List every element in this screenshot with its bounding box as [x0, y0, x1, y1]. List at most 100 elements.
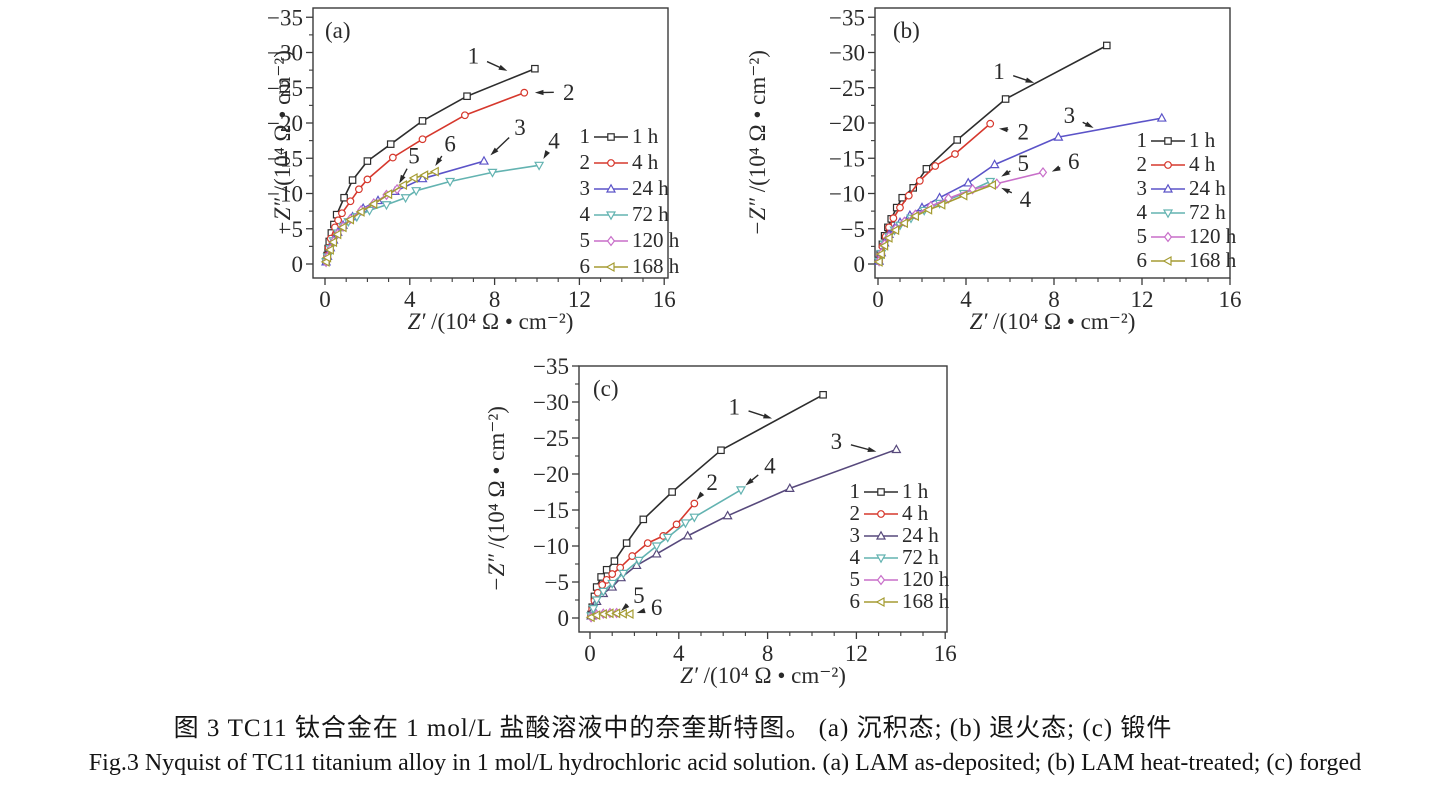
svg-text:2: 2	[580, 150, 591, 174]
series-72h	[586, 486, 746, 622]
svg-text:168 h: 168 h	[902, 589, 950, 613]
svg-text:4: 4	[673, 641, 685, 666]
svg-text:16: 16	[934, 641, 957, 666]
x-axis: 0 4 8 12 16 Z′ /(10⁴ Ω • cm⁻²)	[872, 278, 1242, 334]
nyquist-chart-c: 0 4 8 12 16Z′ /(10⁴ Ω • cm⁻²)0−5−10−15−20−25…	[484, 356, 957, 688]
svg-text:120 h: 120 h	[632, 228, 680, 252]
svg-text:24 h: 24 h	[902, 523, 939, 547]
svg-text:3: 3	[1064, 103, 1076, 128]
svg-text:2: 2	[1137, 152, 1148, 176]
svg-text:6: 6	[850, 589, 861, 613]
svg-text:3: 3	[850, 523, 861, 547]
svg-text:72 h: 72 h	[632, 202, 669, 226]
nyquist-plot-c: 0 4 8 12 16 Z′ /(10⁴ Ω • cm⁻²) 0 −5 −10 −15 −20 −25…	[480, 356, 1000, 696]
svg-text:4 h: 4 h	[1189, 152, 1216, 176]
svg-text:24 h: 24 h	[632, 176, 669, 200]
svg-text:5: 5	[580, 228, 591, 252]
svg-text:0: 0	[854, 252, 866, 277]
svg-text:Z′ /(10⁴ Ω • cm⁻²): Z′ /(10⁴ Ω • cm⁻²)	[970, 309, 1136, 334]
panel-label-b: (b)	[893, 18, 920, 43]
svg-text:−30: −30	[267, 41, 303, 66]
svg-text:1: 1	[993, 59, 1005, 84]
svg-text:4: 4	[1020, 187, 1032, 212]
svg-text:3: 3	[1137, 176, 1148, 200]
svg-text:1: 1	[729, 394, 741, 419]
svg-text:12: 12	[1131, 287, 1154, 312]
svg-text:5: 5	[633, 583, 645, 608]
y-axis: 0 −5 −10 −15 −20 −25 −30 −35 −Z″ /(10⁴ Ω • cm⁻²)	[484, 356, 579, 631]
svg-text:4: 4	[1137, 200, 1148, 224]
svg-text:12: 12	[845, 641, 868, 666]
svg-text:0: 0	[558, 606, 570, 631]
caption-english: Fig.3 Nyquist of TC11 titanium alloy in …	[88, 750, 1362, 776]
svg-text:1: 1	[1137, 128, 1148, 152]
svg-text:4: 4	[404, 287, 416, 312]
svg-text:72 h: 72 h	[1189, 200, 1226, 224]
svg-text:4: 4	[548, 129, 560, 154]
svg-text:5: 5	[850, 567, 861, 591]
svg-text:−10: −10	[829, 182, 865, 207]
svg-text:−10: −10	[267, 182, 303, 207]
svg-text:6: 6	[444, 131, 456, 156]
svg-text:−15: −15	[533, 498, 569, 523]
nyquist-plot-a: 0 4 8 12 16 Z′ /(10⁴ Ω • cm⁻²) 0 −5 −10 −15 −20 −25…	[230, 0, 700, 345]
svg-text:6: 6	[651, 595, 663, 620]
svg-text:3: 3	[831, 429, 843, 454]
svg-text:4 h: 4 h	[902, 501, 929, 525]
svg-text:−10: −10	[533, 534, 569, 559]
svg-text:−20: −20	[267, 111, 303, 136]
x-axis: 0 4 8 12 16 Z′ /(10⁴ Ω • cm⁻²)	[584, 632, 957, 688]
svg-text:5: 5	[1017, 151, 1028, 176]
svg-text:Z′ /(10⁴ Ω • cm⁻²): Z′ /(10⁴ Ω • cm⁻²)	[408, 309, 574, 334]
svg-text:0: 0	[292, 252, 304, 277]
svg-text:12: 12	[568, 287, 591, 312]
svg-text:16: 16	[653, 287, 676, 312]
svg-text:8: 8	[762, 641, 774, 666]
panel-label-c: (c)	[593, 376, 619, 401]
svg-text:−20: −20	[533, 462, 569, 487]
panel-label-a: (a)	[325, 18, 351, 43]
svg-text:2: 2	[850, 501, 861, 525]
svg-text:168 h: 168 h	[632, 254, 680, 278]
svg-text:8: 8	[1048, 287, 1060, 312]
plot-frame	[874, 7, 1231, 279]
svg-text:1 h: 1 h	[632, 124, 659, 148]
svg-text:2: 2	[563, 80, 575, 105]
svg-text:1 h: 1 h	[902, 479, 929, 503]
series-168h	[585, 608, 634, 623]
series-1h	[322, 64, 539, 265]
svg-text:−35: −35	[829, 5, 865, 30]
nyquist-chart-a: 0 4 8 12 16Z′ /(10⁴ Ω • cm⁻²)0−5−10−15−20−25…	[267, 5, 680, 334]
svg-text:−30: −30	[829, 41, 865, 66]
series-120h	[874, 166, 1048, 267]
svg-text:4: 4	[764, 453, 776, 478]
svg-text:24 h: 24 h	[1189, 176, 1226, 200]
svg-text:4 h: 4 h	[632, 150, 659, 174]
svg-text:1: 1	[468, 43, 480, 68]
svg-text:−Z″ /(10⁴ Ω • cm⁻²): −Z″ /(10⁴ Ω • cm⁻²)	[484, 406, 509, 592]
svg-text:−5: −5	[841, 217, 865, 242]
plot-frame	[312, 7, 669, 279]
y-axis: 0 −5 −10 −15 −20 −25 −30 −35 −Z″ /(10⁴ Ω • cm⁻²)	[745, 5, 875, 277]
svg-text:0: 0	[319, 287, 331, 312]
svg-text:−25: −25	[267, 76, 303, 101]
svg-text:8: 8	[489, 287, 501, 312]
svg-text:5: 5	[408, 143, 420, 168]
svg-text:−30: −30	[533, 390, 569, 415]
svg-text:6: 6	[1137, 248, 1148, 272]
svg-text:6: 6	[580, 254, 591, 278]
svg-text:1: 1	[580, 124, 591, 148]
plot-frame	[578, 365, 948, 633]
series-168h	[873, 180, 996, 267]
svg-text:−25: −25	[533, 426, 569, 451]
y-axis: 0 −5 −10 −15 −20 −25 −30 −35 −Z″ /(10⁴ Ω • cm⁻²)	[267, 5, 313, 277]
nyquist-chart-b: 0 4 8 12 16Z′ /(10⁴ Ω • cm⁻²)0−5−10−15−20−25…	[745, 5, 1242, 334]
svg-text:6: 6	[1068, 149, 1080, 174]
svg-text:2: 2	[1017, 119, 1028, 144]
series-168h	[320, 166, 439, 267]
